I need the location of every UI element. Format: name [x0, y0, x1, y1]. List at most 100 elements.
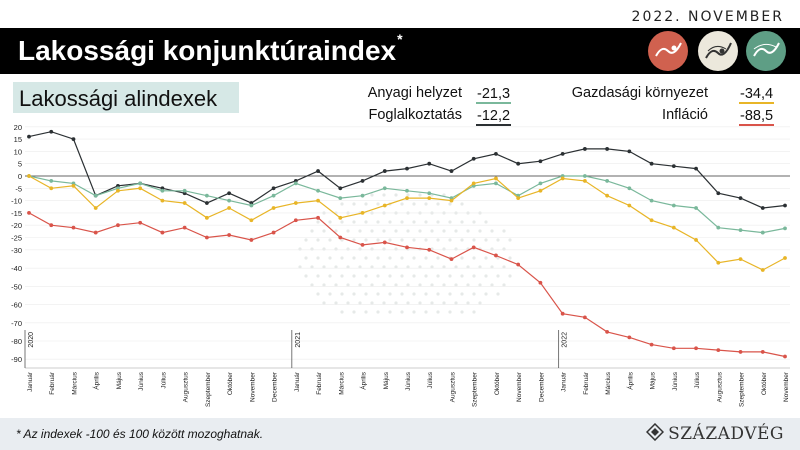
data-point — [783, 203, 787, 208]
x-tick-label: December — [538, 371, 545, 402]
data-point — [582, 174, 587, 178]
y-tick-label: 15 — [14, 135, 22, 144]
data-point — [293, 218, 298, 223]
data-point — [160, 198, 165, 203]
x-tick-label: Szeptember — [205, 371, 212, 407]
data-point — [49, 179, 54, 183]
data-point — [293, 201, 298, 205]
data-point — [71, 183, 76, 188]
data-point — [671, 346, 676, 351]
data-point — [182, 188, 187, 193]
data-point — [316, 169, 320, 173]
x-tick-label: Április — [625, 371, 634, 389]
data-point — [271, 186, 276, 191]
x-tick-label: Szeptember — [472, 371, 479, 407]
data-point — [271, 230, 276, 235]
data-point — [93, 206, 98, 210]
data-point — [760, 268, 765, 272]
brand-logo: SZÁZADVÉG — [646, 422, 784, 446]
x-tick-label: Január — [561, 371, 568, 392]
y-tick-label: 20 — [14, 123, 22, 132]
data-point — [449, 198, 454, 203]
data-point — [360, 193, 365, 198]
data-point — [227, 206, 232, 210]
footnote: * Az indexek -100 és 100 között mozoghat… — [16, 427, 264, 441]
data-point — [738, 228, 743, 233]
data-point — [27, 174, 31, 178]
data-point — [783, 354, 787, 359]
x-tick-label: Április — [92, 371, 101, 389]
data-point — [716, 348, 721, 352]
subtitle-box: Lakossági alindexek — [13, 82, 239, 113]
x-tick-label: Május — [650, 371, 657, 389]
x-tick-label: November — [516, 371, 523, 402]
data-point — [27, 211, 31, 215]
data-point — [627, 149, 632, 154]
data-point — [316, 215, 320, 220]
data-point — [694, 346, 698, 351]
legend-label-gazdasagi: Gazdasági környezet — [571, 85, 708, 101]
x-tick-label: Július — [694, 371, 701, 388]
legend-label-anyagi: Anyagi helyzet — [367, 85, 462, 101]
data-point — [605, 330, 610, 334]
data-point — [605, 193, 610, 198]
data-point — [382, 186, 387, 191]
line-chart: 20 15 10 5 0 -5 -10 -15 -20 -25 -30 -40 -50 -60 -70 -80… — [11, 123, 790, 407]
data-point — [182, 201, 187, 205]
x-tick-label: Február — [583, 371, 590, 395]
data-point — [471, 181, 476, 186]
x-tick-label: Szeptember — [739, 371, 746, 407]
x-tick-label: Március — [71, 371, 78, 395]
data-point — [738, 196, 743, 201]
data-point — [649, 218, 654, 223]
background-dot-pattern — [298, 193, 512, 314]
data-point — [694, 206, 698, 210]
data-point — [204, 201, 209, 205]
data-point — [716, 191, 721, 196]
x-tick-label: Január — [27, 371, 34, 392]
data-point — [471, 156, 476, 161]
data-point — [694, 166, 698, 171]
brand-name: SZÁZADVÉG — [668, 424, 784, 444]
data-point — [538, 280, 543, 285]
x-tick-label: Augusztus — [183, 371, 190, 402]
data-point — [71, 137, 76, 142]
x-tick-label: Március — [605, 371, 612, 395]
footer-bar: * Az indexek -100 és 100 között mozoghat… — [0, 418, 800, 450]
y-tick-label: -15 — [11, 209, 22, 218]
data-point — [449, 169, 454, 173]
data-point — [760, 230, 765, 235]
data-point — [471, 245, 476, 250]
year-label: 2021 — [295, 332, 302, 348]
data-point — [582, 315, 587, 320]
data-point — [405, 188, 409, 193]
data-point — [271, 193, 276, 198]
data-point — [560, 176, 565, 181]
title-bar: Lakossági konjunktúraindex* — [0, 28, 800, 74]
green-graph-icon — [746, 31, 786, 71]
data-point — [249, 218, 254, 223]
subtitle: Lakossági alindexek — [19, 86, 218, 111]
x-tick-label: Január — [294, 371, 301, 392]
data-point — [627, 203, 632, 208]
data-point — [671, 203, 676, 208]
data-point — [338, 196, 343, 201]
data-point — [316, 198, 320, 203]
y-tick-label: -60 — [11, 301, 22, 310]
x-tick-label: December — [272, 371, 279, 402]
title-footnote-mark: * — [397, 30, 403, 47]
x-tick-label: Május — [116, 371, 123, 389]
x-tick-label: Május — [383, 371, 390, 389]
y-tick-label: -25 — [11, 234, 22, 243]
data-point — [338, 215, 343, 220]
legend-label-foglalkoztatas: Foglalkoztatás — [368, 107, 463, 123]
legend-value-foglalkoztatas: -12,2 — [476, 108, 512, 126]
year-label: 2022 — [562, 332, 569, 348]
x-tick-label: November — [783, 371, 790, 402]
data-point — [516, 262, 521, 267]
report-date: 2022. NOVEMBER — [631, 9, 784, 25]
data-point — [338, 235, 343, 240]
data-point — [204, 193, 209, 198]
data-point — [427, 196, 432, 201]
data-point — [494, 151, 498, 156]
